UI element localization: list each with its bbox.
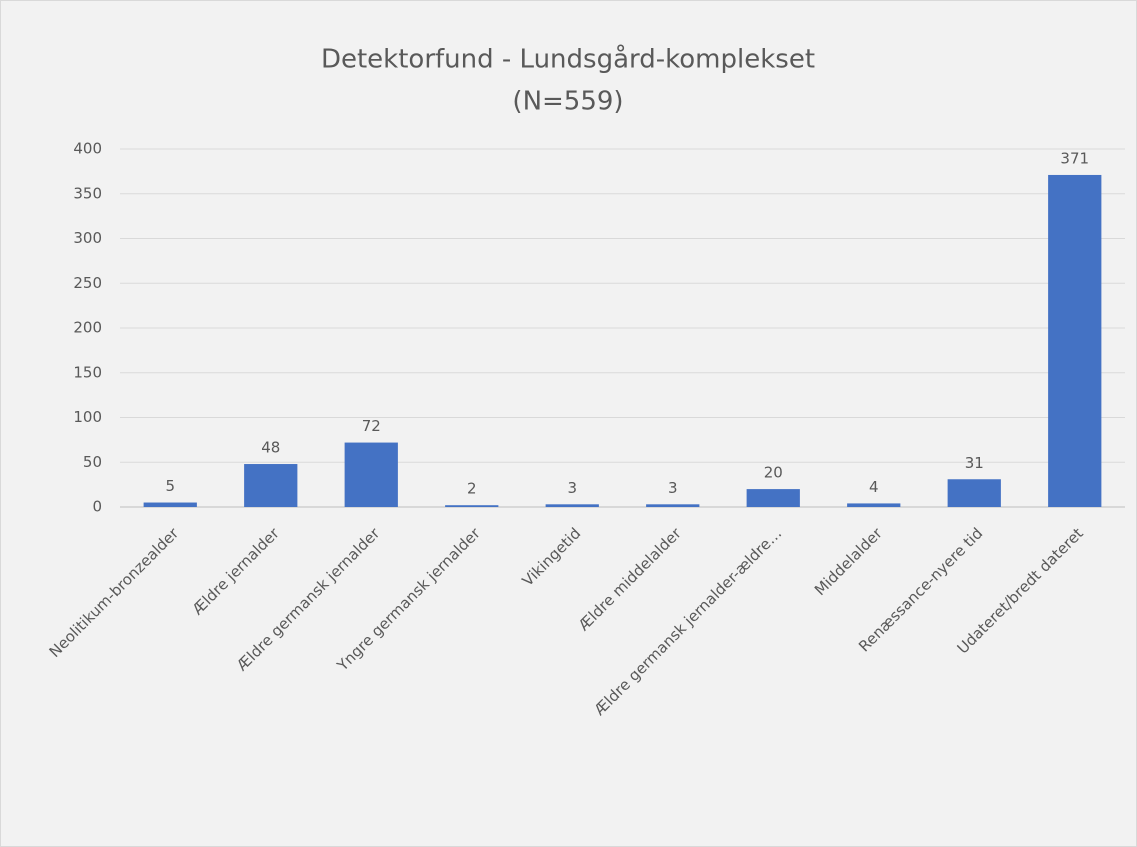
bar (545, 504, 599, 507)
data-label: 4 (869, 478, 879, 496)
data-label: 371 (1060, 149, 1089, 167)
y-tick-label: 350 (73, 184, 102, 202)
chart-subtitle: (N=559) (512, 87, 623, 117)
data-label: 72 (362, 417, 381, 435)
y-tick-label: 200 (73, 319, 102, 337)
data-label: 5 (165, 477, 175, 495)
chart-title: Detektorfund - Lundsgård-komplekset (321, 44, 815, 75)
data-label: 31 (965, 454, 984, 472)
bar (244, 464, 298, 507)
bar (646, 504, 700, 507)
bar (1048, 174, 1102, 507)
bar (445, 505, 499, 507)
data-label: 3 (668, 479, 678, 497)
y-tick-label: 250 (73, 274, 102, 292)
bar (746, 489, 800, 507)
y-tick-label: 100 (73, 408, 102, 426)
bar (947, 479, 1001, 507)
y-tick-label: 0 (92, 498, 102, 516)
y-tick-label: 300 (73, 229, 102, 247)
data-label: 2 (467, 480, 477, 498)
y-tick-label: 150 (73, 363, 102, 381)
data-label: 3 (567, 479, 577, 497)
bar (344, 442, 398, 507)
y-tick-label: 400 (73, 140, 102, 158)
y-tick-label: 50 (83, 453, 102, 471)
data-label: 20 (764, 464, 783, 482)
bar (847, 503, 901, 507)
bar (143, 502, 197, 507)
data-label: 48 (261, 439, 280, 457)
